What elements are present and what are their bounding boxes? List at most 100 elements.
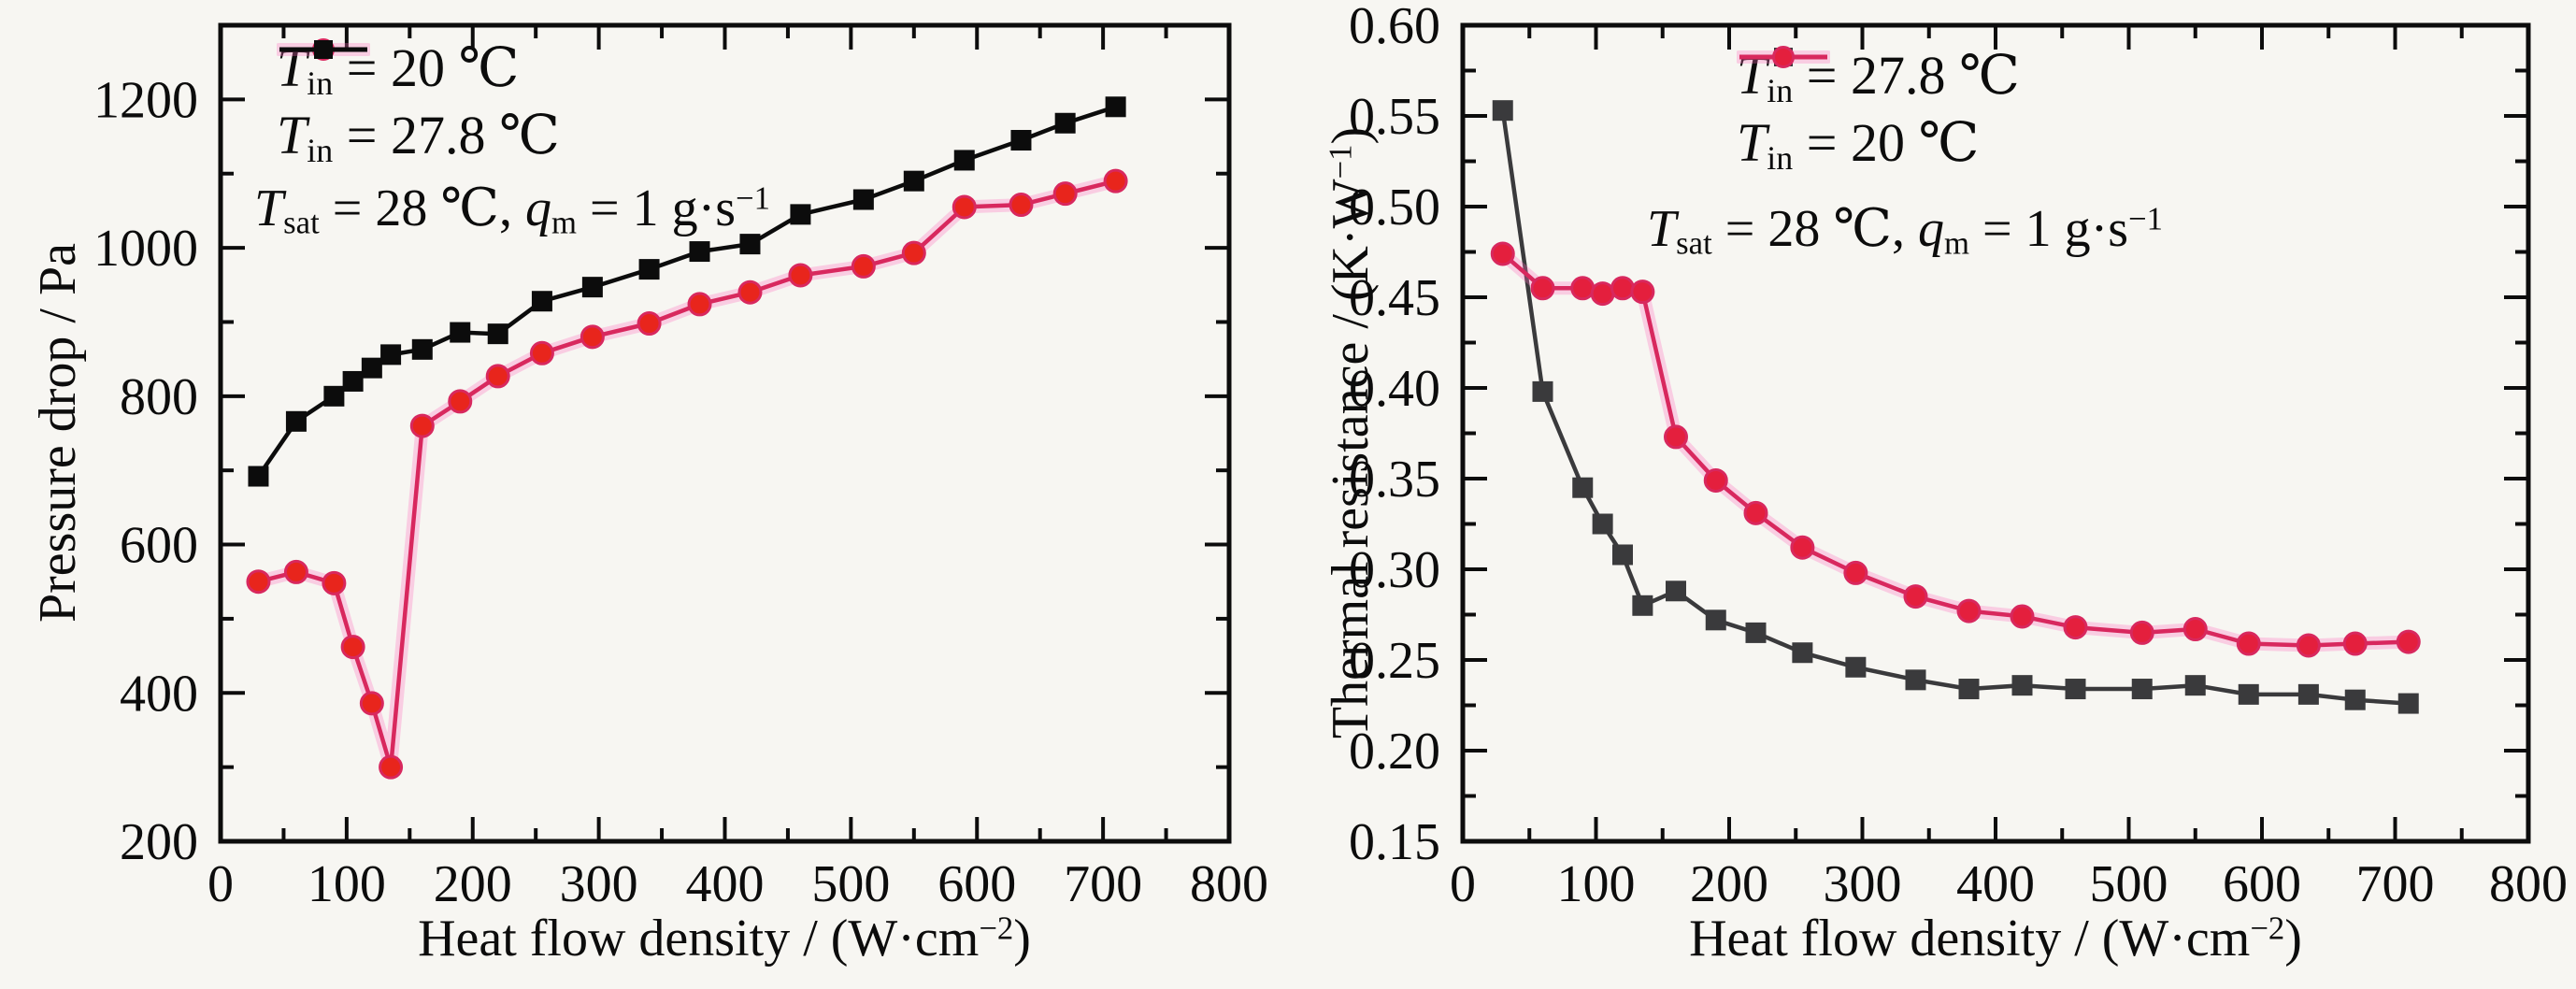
data-point-circle (901, 240, 926, 265)
data-point-circle (2236, 631, 2261, 656)
data-point-circle (580, 324, 605, 350)
data-point-circle (1490, 241, 1515, 266)
legend-item-2: Tin = 27.8 ℃ (277, 40, 560, 170)
data-point-square (1845, 656, 1867, 678)
data-point-circle (1530, 276, 1555, 301)
x-tick-label: 300 (560, 855, 638, 913)
y-tick-label: 0.45 (1349, 269, 1440, 327)
x-tick-label: 200 (1690, 855, 1768, 913)
data-point-circle (687, 292, 712, 317)
square-marker-icon (279, 40, 367, 59)
x-tick-label: 400 (1956, 855, 2035, 913)
data-point-circle (737, 280, 763, 305)
left-x-axis-title: Heat flow density / (W·cm−2) (418, 910, 1031, 968)
data-point-square (2065, 679, 2086, 700)
data-point-circle (1843, 560, 1868, 585)
data-point-circle (529, 340, 554, 366)
x-tick-label: 200 (434, 855, 512, 913)
series-20 (246, 168, 1128, 780)
pressure-drop-chart: 0 100 200 300 400 500 600 700 800 200 400 600 800 100… (93, 22, 1268, 913)
data-point-square (903, 170, 924, 192)
data-point-square (1632, 595, 1653, 616)
x-tick-label: 100 (1557, 855, 1636, 913)
data-point-square (953, 150, 975, 171)
data-point-circle (1790, 535, 1815, 560)
data-point-circle (637, 311, 662, 337)
y-tick-label: 0.40 (1349, 360, 1440, 418)
data-point-circle (2296, 633, 2321, 658)
series-27.8 (248, 96, 1126, 487)
y-tick-label: 600 (120, 517, 198, 575)
data-point-square (2344, 689, 2366, 710)
data-point-circle (1570, 276, 1596, 301)
data-point-circle (359, 691, 384, 716)
left-y-axis-title: Pressure drop / Pa (29, 243, 87, 623)
series-20 (1490, 241, 2421, 658)
y-tick-label: 1200 (93, 71, 198, 129)
data-point-square (2011, 675, 2033, 696)
data-point-circle (1590, 281, 1615, 307)
data-point-square (1958, 679, 1980, 700)
data-point-circle (322, 570, 347, 595)
data-point-circle (2063, 615, 2088, 640)
data-point-square (852, 189, 874, 210)
legend-label: Tin = 20 ℃ (1737, 112, 1980, 177)
data-point-square (1532, 380, 1553, 402)
y-tick-label: 0.35 (1349, 451, 1440, 509)
data-point-square (2397, 693, 2419, 714)
data-point-circle (2182, 617, 2208, 642)
data-point-square (1792, 642, 1813, 664)
data-point-circle (788, 263, 813, 288)
data-point-square (380, 344, 402, 366)
data-point-circle (952, 194, 977, 220)
x-tick-label: 500 (2090, 855, 2168, 913)
data-point-square (285, 410, 307, 432)
series-27.8 (1492, 100, 2419, 714)
data-point-circle (409, 413, 435, 438)
legend-item-2: Tin = 20 ℃ (1737, 46, 2020, 178)
data-point-square (1905, 669, 1926, 691)
right-legend: Tin = 27.8 ℃ Tin = 20 ℃ (1737, 43, 2020, 178)
x-tick-label: 700 (2356, 855, 2435, 913)
x-tick-label: 0 (208, 855, 234, 913)
data-point-square (638, 259, 660, 280)
data-point-square (1666, 580, 1686, 602)
thermal-resistance-chart: 0 100 200 300 400 500 600 700 800 0.15 0.20 0.25 0.3… (1349, 0, 2568, 913)
data-point-square (1592, 513, 1613, 535)
data-point-square (689, 241, 710, 263)
data-point-circle (2396, 629, 2421, 654)
data-point-square (581, 277, 603, 298)
data-point-circle (1664, 424, 1688, 450)
data-point-circle (448, 389, 473, 414)
data-point-circle (283, 559, 308, 584)
data-point-square (411, 338, 433, 360)
data-point-circle (1103, 168, 1128, 194)
data-point-square (531, 291, 552, 312)
y-tick-label: 0.30 (1349, 541, 1440, 599)
y-tick-label: 0.25 (1349, 632, 1440, 690)
data-point-square (790, 204, 811, 225)
data-point-circle (1009, 193, 1034, 218)
left-annotation: Tsat = 28 ℃, qm = 1 g·s−1 (254, 179, 770, 241)
y-tick-label: 800 (120, 368, 198, 426)
data-point-square (1745, 622, 1767, 643)
data-point-square (323, 385, 345, 407)
data-point-square (1572, 477, 1594, 498)
data-point-circle (1743, 500, 1768, 525)
data-point-square (2184, 675, 2206, 696)
data-point-square (342, 370, 364, 392)
circle-marker-icon (1737, 46, 1830, 68)
data-point-square (2238, 683, 2259, 705)
x-tick-label: 500 (811, 855, 890, 913)
data-point-circle (1956, 598, 1982, 624)
y-tick-label: 0.50 (1349, 179, 1440, 236)
x-tick-label: 700 (1064, 855, 1142, 913)
data-point-square (1492, 100, 1513, 122)
legend-label: Tin = 27.8 ℃ (1737, 45, 2020, 109)
data-point-circle (851, 253, 876, 279)
data-point-square (1705, 609, 1726, 631)
data-point-square (361, 357, 382, 379)
y-tick-label: 0.20 (1349, 723, 1440, 781)
data-point-circle (2129, 620, 2154, 645)
